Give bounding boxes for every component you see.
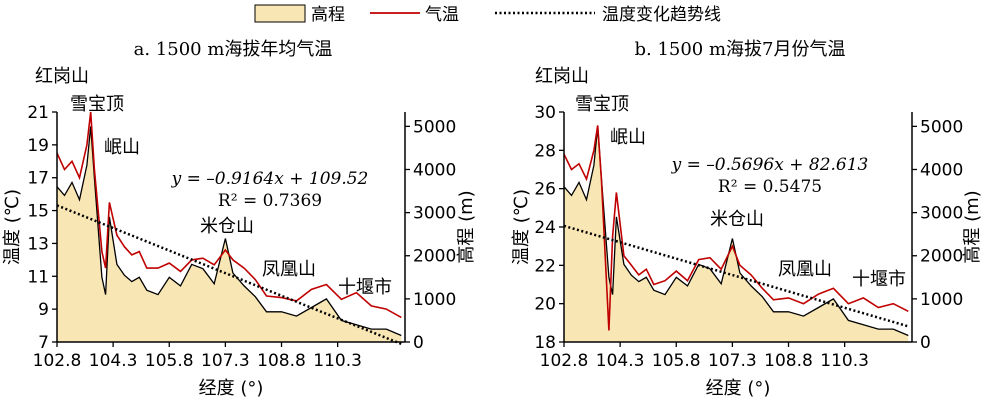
- trend-line: [563, 224, 909, 328]
- trend-r2: R² = 0.5475: [718, 177, 822, 197]
- y-tick-label: 26: [534, 180, 556, 200]
- place-label: 米仓山: [200, 216, 254, 237]
- x-tick-label: 102.8: [540, 351, 589, 371]
- y-tick-label: 7: [38, 333, 49, 353]
- x-tick-label: 110.3: [313, 351, 362, 371]
- place-label: 凤凰山: [262, 259, 316, 280]
- temperature-line: [56, 111, 402, 319]
- y2-tick-label: 1000: [413, 290, 456, 310]
- trend-line: [56, 204, 402, 346]
- x-tick-label: 104.3: [89, 351, 138, 371]
- y-tick-label: 19: [27, 136, 49, 156]
- place-label: 米仓山: [710, 209, 764, 230]
- chart-title: b. 1500 m海拔7月份气温: [634, 39, 845, 60]
- legend-temperature-label: 气温: [425, 5, 459, 25]
- x-tick-label: 104.3: [596, 351, 645, 371]
- place-label: 十堰市: [338, 277, 392, 298]
- y2-tick-label: 2000: [413, 247, 456, 267]
- place-label: 雪宝顶: [575, 94, 629, 115]
- y2-tick-label: 4000: [413, 160, 456, 180]
- y-tick-label: 18: [534, 333, 556, 353]
- trend-r2: R² = 0.7369: [218, 191, 322, 211]
- x-tick-label: 110.3: [820, 351, 869, 371]
- y-tick-label: 21: [27, 103, 49, 123]
- temperature-line: [563, 125, 909, 331]
- y2-tick-label: 4000: [920, 160, 963, 180]
- y2-axis-label: 高程 (m): [456, 190, 477, 263]
- y-tick-label: 13: [27, 234, 49, 254]
- y2-tick-label: 5000: [413, 117, 456, 137]
- y-tick-label: 22: [534, 256, 556, 276]
- y-tick-label: 20: [534, 295, 556, 315]
- y-tick-label: 30: [534, 103, 556, 123]
- legend-elevation-swatch: [254, 4, 306, 23]
- y2-tick-label: 3000: [413, 204, 456, 224]
- legend-trend-label: 温度变化趋势线: [602, 5, 721, 25]
- y2-axis-label: 高程 (m): [962, 190, 983, 263]
- x-tick-label: 105.8: [652, 351, 701, 371]
- place-label: 岷山: [104, 137, 140, 158]
- x-axis-label: 经度 (°): [199, 378, 264, 399]
- y-axis-label: 温度 (℃): [511, 189, 532, 265]
- place-label: 岷山: [610, 127, 646, 148]
- x-tick-label: 105.8: [145, 351, 194, 371]
- x-tick-label: 107.3: [708, 351, 757, 371]
- y2-tick-label: 3000: [920, 204, 963, 224]
- chart-panel-a: 102.8 104.3 105.8 107.3 108.8 110.3 7 9 11 13 15 17…: [2, 39, 477, 399]
- place-label: 凤凰山: [778, 259, 832, 280]
- elevation-area: [564, 126, 909, 343]
- elevation-area: [57, 126, 402, 343]
- x-axis-label: 经度 (°): [706, 378, 771, 399]
- y-tick-label: 17: [27, 169, 49, 189]
- y2-tick-label: 0: [413, 333, 424, 353]
- y-tick-label: 24: [534, 218, 556, 238]
- x-tick-label: 102.8: [33, 351, 82, 371]
- chart-title: a. 1500 m海拔年均气温: [134, 39, 333, 60]
- place-label: 雪宝顶: [70, 94, 124, 115]
- y-axis-label: 温度 (℃): [2, 189, 23, 265]
- y-tick-label: 15: [27, 202, 49, 222]
- chart-panel-b: 102.8 104.3 105.8 107.3 108.8 110.3 18 20 22 24 26…: [511, 39, 983, 399]
- place-label: 十堰市: [852, 269, 906, 290]
- x-tick-label: 108.8: [764, 351, 813, 371]
- y-tick-label: 9: [38, 300, 49, 320]
- y2-tick-label: 1000: [920, 290, 963, 310]
- y-tick-label: 11: [27, 267, 49, 287]
- y-tick-label: 28: [534, 141, 556, 161]
- y2-tick-label: 5000: [920, 117, 963, 137]
- x-tick-label: 108.8: [257, 351, 306, 371]
- trend-equation: y = –0.9164x + 109.52: [171, 169, 369, 189]
- trend-equation: y = –0.5696x + 82.613: [671, 155, 869, 175]
- y2-tick-label: 0: [920, 333, 931, 353]
- y2-tick-label: 2000: [920, 247, 963, 267]
- legend: 高程 气温 温度变化趋势线: [254, 4, 721, 25]
- x-tick-label: 107.3: [201, 351, 250, 371]
- place-label: 红岗山: [35, 66, 89, 87]
- legend-elevation-label: 高程: [311, 5, 345, 25]
- place-label: 红岗山: [535, 66, 589, 87]
